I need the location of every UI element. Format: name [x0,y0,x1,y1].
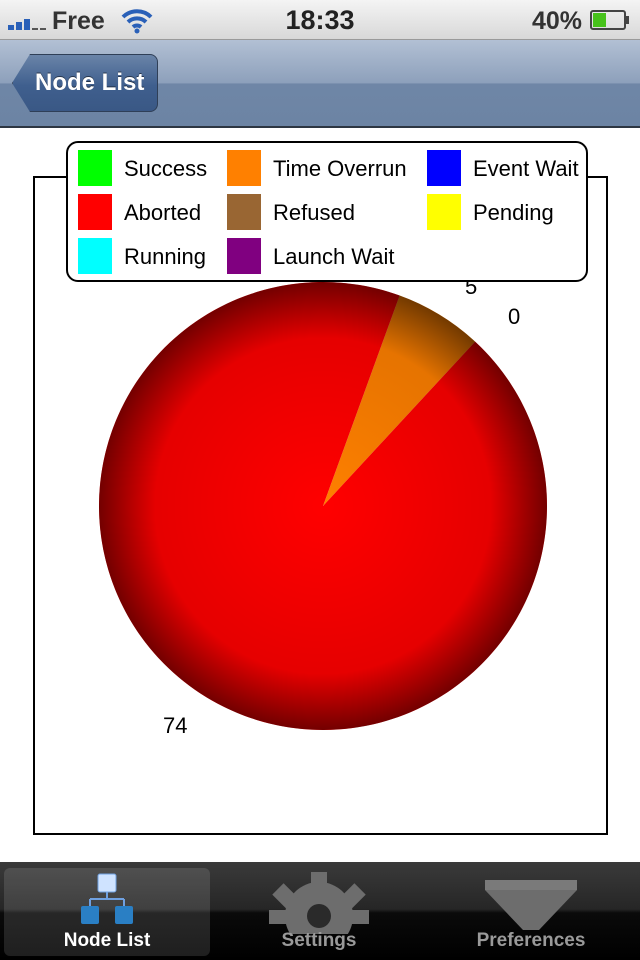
navigation-bar: Node List [0,40,640,128]
gear-icon [269,872,369,934]
chart-legend: Success Time Overrun Event Wait Aborted … [66,141,588,282]
legend-label: Time Overrun [273,156,407,181]
status-time: 18:33 [285,5,355,35]
legend-swatch [227,238,261,274]
legend-swatch [227,150,261,186]
legend-label: Success [124,156,208,181]
legend-swatch [78,238,112,274]
tab-label: Preferences [476,930,586,951]
slice-label-aborted: 74 [163,713,188,738]
legend-swatch [427,194,461,230]
legend-label: Pending [473,200,554,225]
pie-chart-frame: 74 5 0 [33,176,608,835]
funnel-icon [485,880,577,930]
legend-label: Aborted [124,200,202,225]
pie-chart [99,281,547,730]
tab-node-list[interactable]: Node List [4,868,210,956]
legend-swatch [427,150,461,186]
legend-label: Launch Wait [273,244,395,269]
slice-label-refused: 0 [508,304,521,329]
tab-label: Node List [63,930,151,951]
legend-label: Event Wait [473,156,579,181]
carrier-name: Free [52,7,105,35]
legend-label: Running [124,244,206,269]
back-button[interactable]: Node List [12,54,158,112]
tab-settings[interactable]: Settings [216,868,422,956]
signal-strength-icon [8,12,48,30]
legend-swatch [78,150,112,186]
tab-label: Settings [281,930,357,951]
legend-swatch [78,194,112,230]
tab-bar: Node List Settings Preferences [0,862,640,960]
battery-percentage: 40% [532,7,583,35]
tab-preferences[interactable]: Preferences [428,868,634,956]
legend-swatch [227,194,261,230]
battery-icon [590,10,629,30]
wifi-icon [121,9,153,34]
legend-label: Refused [273,200,355,225]
pie-shading [99,282,547,730]
node-list-icon [81,873,133,924]
status-bar: Free 18:33 40% [0,0,640,40]
